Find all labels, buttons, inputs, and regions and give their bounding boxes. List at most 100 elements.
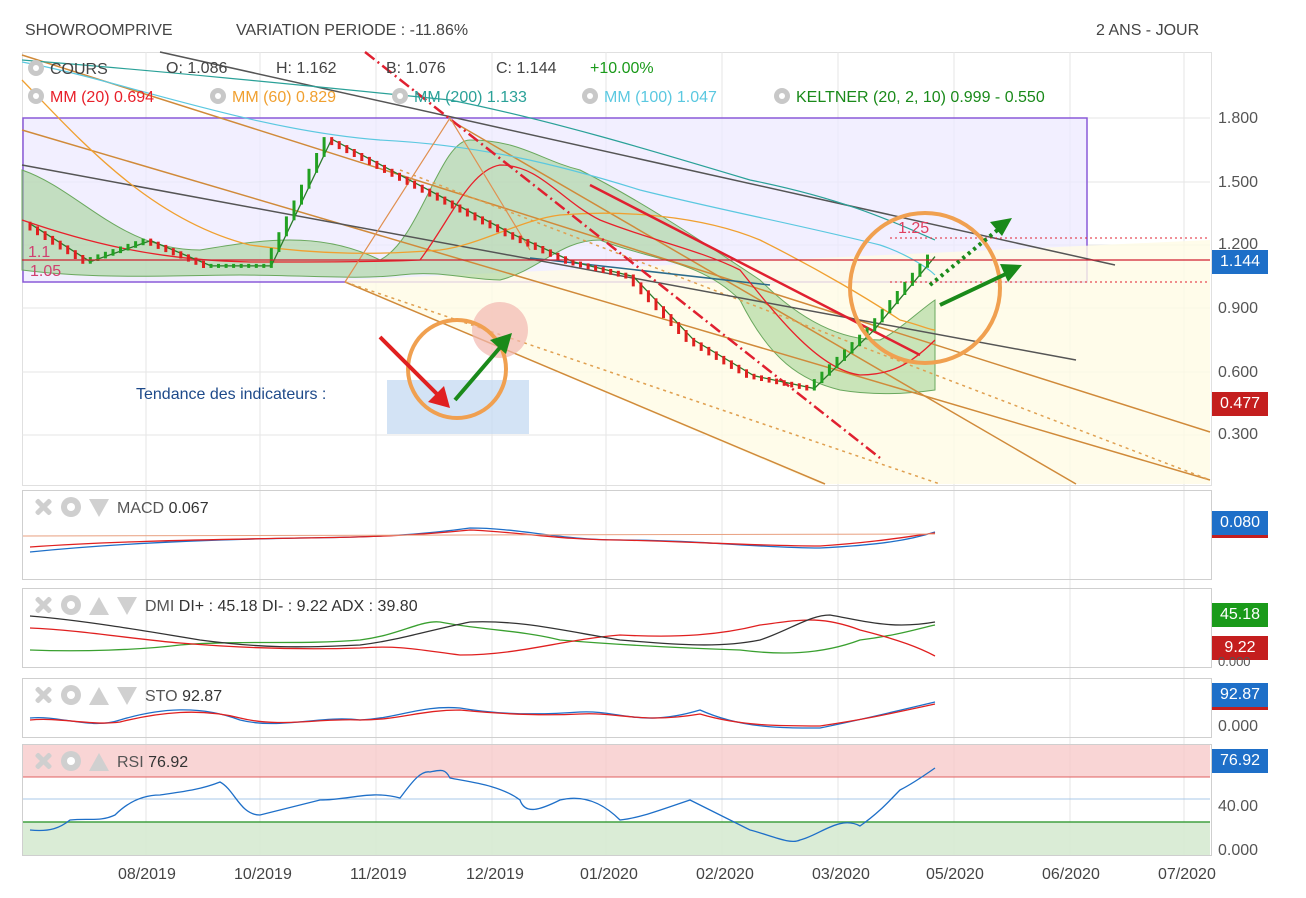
- candle: [224, 263, 228, 268]
- rsi-title: RSI 76.92: [33, 751, 188, 772]
- sto-tag: 92.87: [1212, 683, 1268, 710]
- candle: [300, 184, 303, 205]
- trend-up-arrow-head: [490, 333, 512, 354]
- candle: [850, 342, 854, 354]
- candle: [654, 298, 658, 311]
- candle: [677, 322, 681, 334]
- rsi-tick: 40.00: [1218, 798, 1259, 815]
- gear-icon[interactable]: [61, 595, 81, 615]
- macd-tag: 0.080: [1212, 511, 1268, 538]
- candle: [58, 240, 62, 250]
- gear-icon[interactable]: [28, 88, 44, 104]
- candle: [156, 241, 160, 249]
- candle: [797, 383, 801, 389]
- candle: [910, 272, 914, 286]
- fib-125-label: 1.25: [898, 220, 930, 237]
- candle: [662, 306, 665, 319]
- projection-arrow: [939, 270, 1011, 307]
- trend-box: [387, 380, 529, 434]
- gear-icon[interactable]: [61, 751, 81, 771]
- arrow-down-icon[interactable]: [117, 687, 137, 705]
- candle: [405, 176, 409, 185]
- candle: [692, 337, 696, 347]
- close-icon[interactable]: [33, 751, 53, 771]
- candle: [171, 248, 175, 256]
- gear-icon[interactable]: [210, 88, 226, 104]
- sto-zero-tick: 0.000: [1218, 718, 1259, 735]
- legend-close: C: 1.144: [496, 60, 557, 77]
- gear-icon[interactable]: [582, 88, 598, 104]
- candle: [383, 164, 386, 173]
- period-label[interactable]: 2 ANS - JOUR: [1096, 22, 1200, 39]
- candle: [398, 172, 401, 181]
- candle: [646, 290, 650, 303]
- candle: [918, 263, 922, 277]
- trend-down-arrow-head: [428, 386, 450, 408]
- trend-up-arrow: [453, 342, 505, 402]
- candle: [262, 263, 266, 268]
- candle: [28, 221, 32, 231]
- variation-label: VARIATION PERIODE : -11.86%: [236, 22, 469, 39]
- legend-mm20: MM (20) 0.694: [28, 88, 154, 107]
- candle: [488, 220, 492, 229]
- price-tag: 1.144: [1212, 250, 1268, 274]
- candle: [209, 263, 213, 268]
- mm20-line: [21, 164, 936, 376]
- close-icon[interactable]: [33, 595, 53, 615]
- arrow-up-icon[interactable]: [89, 753, 109, 771]
- candle: [232, 263, 236, 268]
- arrow-up-icon[interactable]: [89, 687, 109, 705]
- candle: [36, 226, 39, 236]
- candle: [526, 239, 530, 247]
- candle: [435, 192, 439, 201]
- candles: [28, 137, 929, 391]
- legend-open: O: 1.086: [166, 60, 228, 77]
- candle: [926, 254, 929, 268]
- close-icon[interactable]: [33, 497, 53, 517]
- candle: [843, 349, 846, 361]
- low-tag: 0.477: [1212, 392, 1268, 416]
- candle: [616, 270, 620, 277]
- gear-icon[interactable]: [61, 685, 81, 705]
- candle: [481, 216, 484, 225]
- gear-icon[interactable]: [61, 497, 81, 517]
- candle: [345, 145, 349, 154]
- projection-arrow-head: [1000, 264, 1022, 282]
- candle: [548, 249, 552, 257]
- arrow-down-icon[interactable]: [89, 499, 109, 517]
- gear-icon[interactable]: [774, 88, 790, 104]
- candle: [571, 259, 575, 266]
- close-icon[interactable]: [33, 685, 53, 705]
- candle: [729, 360, 733, 369]
- mm100-line: [21, 61, 936, 276]
- candle: [767, 377, 771, 383]
- candle: [812, 379, 816, 391]
- candle: [511, 232, 515, 240]
- trend-circle: [406, 318, 508, 420]
- keltner-band: [21, 139, 936, 395]
- candle: [96, 254, 100, 261]
- candle: [66, 245, 70, 255]
- candle: [73, 250, 77, 259]
- x-tick: 01/2020: [580, 866, 638, 883]
- gear-icon[interactable]: [28, 60, 44, 76]
- candle: [586, 263, 590, 270]
- arrow-up-icon[interactable]: [89, 597, 109, 615]
- x-tick: 11/2019: [350, 866, 407, 883]
- sto-panel: STO 92.87: [22, 678, 1212, 738]
- candle: [330, 137, 334, 146]
- dmi-minus-line: [29, 619, 936, 657]
- y-tick: 1.800: [1218, 110, 1259, 127]
- gear-icon[interactable]: [392, 88, 408, 104]
- mm200-line: [21, 59, 936, 241]
- arrow-down-icon[interactable]: [117, 597, 137, 615]
- x-tick: 06/2020: [1042, 866, 1100, 883]
- candle: [684, 330, 688, 342]
- y-tick: 0.300: [1218, 426, 1259, 443]
- candle: [903, 281, 907, 295]
- candle: [639, 282, 643, 295]
- x-tick: 03/2020: [812, 866, 870, 883]
- candle: [820, 371, 824, 384]
- legend-cours: COURS: [28, 60, 108, 79]
